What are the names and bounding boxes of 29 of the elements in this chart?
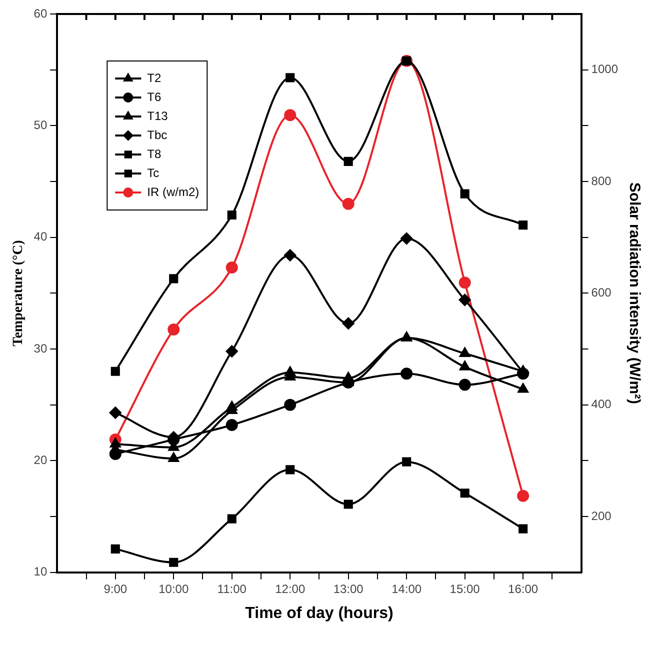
- x-tick-label: 12:00: [275, 582, 306, 596]
- y-tick-label: 60: [34, 6, 48, 20]
- y2-tick-label: 800: [591, 174, 612, 188]
- legend-label: T2: [147, 70, 162, 85]
- x-tick-label: 15:00: [450, 582, 480, 596]
- y2-tick-label: 400: [591, 397, 612, 412]
- x-axis-title: Time of day (hours): [245, 604, 394, 622]
- y-tick-label: 40: [34, 230, 48, 244]
- x-tick-label: 13:00: [333, 582, 364, 596]
- y2-tick-label: 1000: [591, 62, 618, 76]
- legend-label: T13: [147, 108, 168, 123]
- legend-label: T6: [147, 90, 162, 104]
- x-tick-label: 11:00: [217, 582, 247, 596]
- y-tick-label: 50: [34, 118, 48, 132]
- legend-label: Tbc: [147, 128, 168, 142]
- x-tick-label: 10:00: [158, 582, 189, 596]
- y-tick-label: 30: [34, 341, 48, 356]
- y2-tick-label: 200: [591, 508, 612, 523]
- legend-label: IR (w/m2): [147, 184, 200, 199]
- x-tick-label: 16:00: [508, 582, 538, 596]
- legend-label: T8: [147, 146, 162, 161]
- x-tick-label: 9:00: [104, 582, 128, 596]
- y-tick-label: 10: [34, 564, 48, 579]
- y2-tick-label: 600: [591, 286, 612, 300]
- y-tick-label: 20: [34, 453, 48, 468]
- legend-label: Tc: [147, 166, 160, 180]
- y2-axis-title: Solar radiation intensity (W/m²): [626, 182, 643, 404]
- x-tick-label: 14:00: [392, 582, 422, 596]
- y-axis-title: Temperature (°C): [11, 240, 26, 346]
